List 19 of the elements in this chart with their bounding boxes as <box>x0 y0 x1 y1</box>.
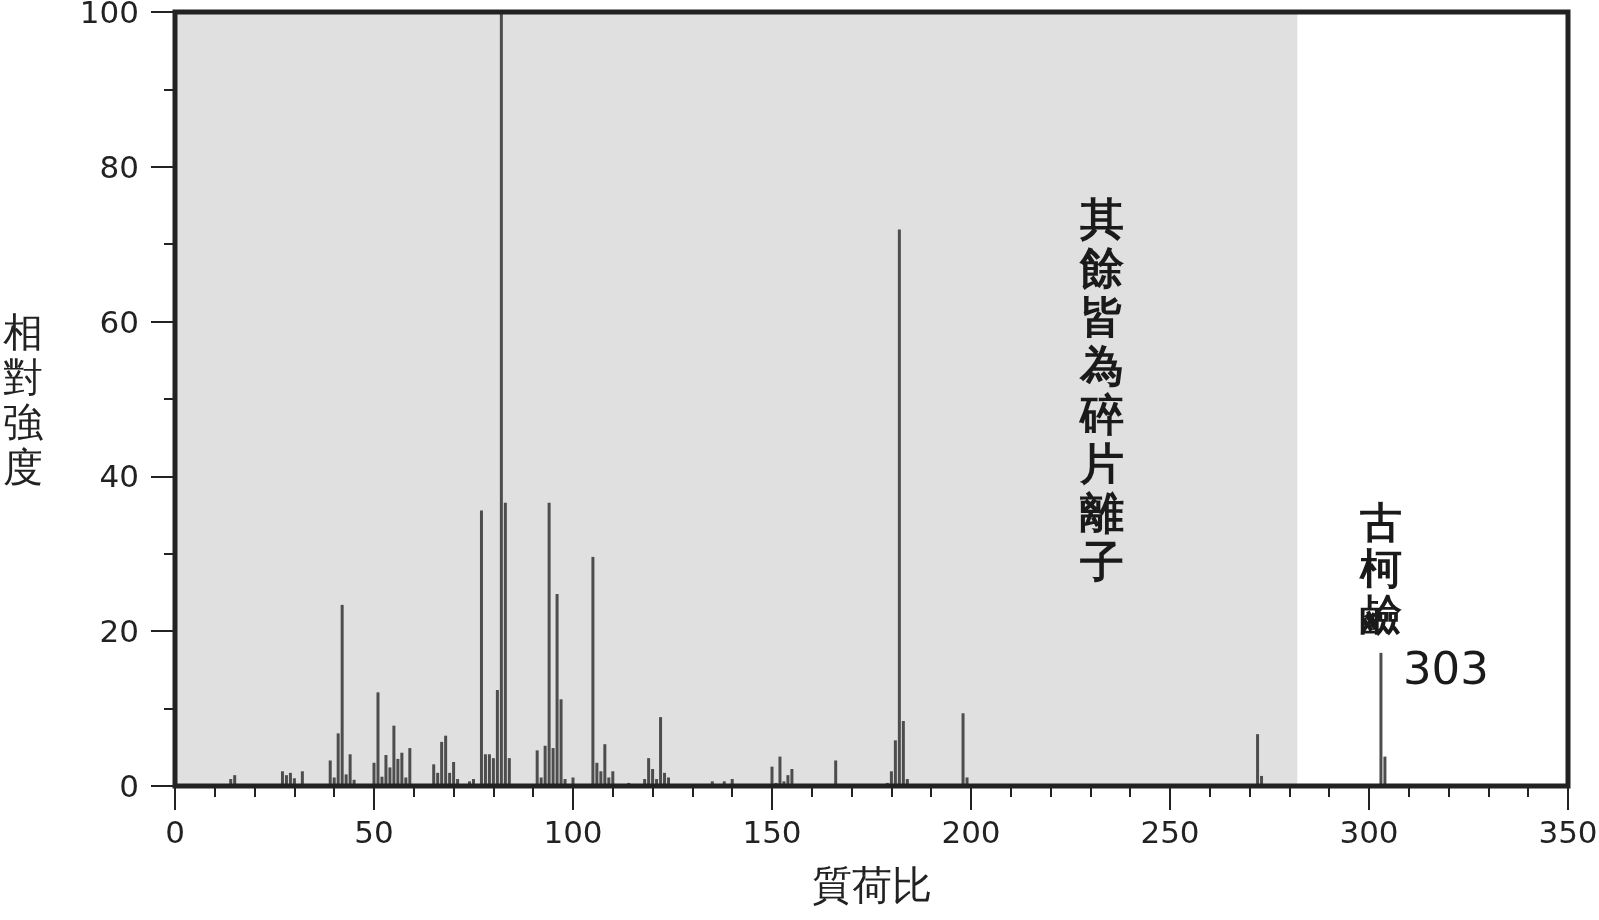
x-tick-label: 50 <box>354 813 394 850</box>
band-label: 其餘皆為碎片離子 <box>1078 192 1126 587</box>
y-tick-label: 80 <box>99 148 139 185</box>
x-tick-label: 200 <box>941 813 1001 850</box>
x-tick-label: 100 <box>543 813 603 850</box>
x-tick-label: 0 <box>165 813 185 850</box>
y-tick-label: 0 <box>119 768 139 804</box>
annotation: 303 <box>1402 642 1489 696</box>
x-tick-label: 300 <box>1339 813 1399 850</box>
y-axis-title: 相對強度 <box>3 308 43 490</box>
x-axis-title: 質荷比 <box>811 861 932 908</box>
x-tick-label: 350 <box>1538 813 1598 850</box>
y-tick-label: 40 <box>99 458 139 495</box>
x-tick-label: 250 <box>1140 813 1200 850</box>
y-tick-label: 60 <box>99 303 139 340</box>
y-tick-label: 20 <box>99 613 139 650</box>
annotation: 古柯鹼 <box>1358 498 1402 640</box>
y-tick-label: 100 <box>79 0 139 30</box>
x-tick-label: 150 <box>742 813 802 850</box>
